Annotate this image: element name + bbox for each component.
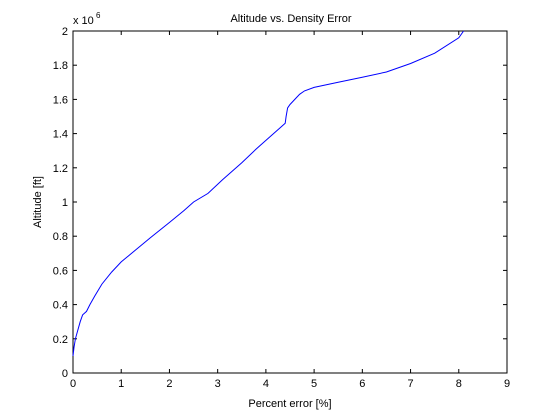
x-tick-label: 1 xyxy=(118,378,124,390)
x-tick-label: 6 xyxy=(359,378,365,390)
y-tick-label: 1.2 xyxy=(53,163,68,175)
x-tick-label: 3 xyxy=(215,378,221,390)
y-axis-exponent-power: 6 xyxy=(96,11,101,20)
y-axis-ticks: 0 0.2 0.4 0.6 0.8 1 1.2 1.4 1.6 1.8 2 xyxy=(53,26,507,380)
y-tick-label: 1.6 xyxy=(53,94,68,106)
x-tick-label: 9 xyxy=(504,378,510,390)
y-tick-label: 1 xyxy=(62,197,68,209)
x-tick-label: 0 xyxy=(70,378,76,390)
y-tick-label: 0.4 xyxy=(53,300,68,312)
x-axis-ticks: 0 1 2 3 4 5 6 7 8 9 xyxy=(70,31,510,390)
y-tick-label: 1.8 xyxy=(53,60,68,72)
x-tick-label: 5 xyxy=(311,378,317,390)
axes-box xyxy=(72,30,508,374)
y-tick-label: 1.4 xyxy=(53,129,68,141)
plot-area: 0 1 2 3 4 5 6 7 8 9 0 0.2 0.4 0.6 0.8 1 1.2 1.4 1.6 1.8 2 xyxy=(53,26,510,390)
x-tick-label: 4 xyxy=(263,378,269,390)
y-tick-label: 0.8 xyxy=(53,231,68,243)
x-tick-label: 7 xyxy=(407,378,413,390)
chart-title: Altitude vs. Density Error xyxy=(230,13,351,25)
y-tick-label: 0.6 xyxy=(53,265,68,277)
y-axis-label: Altitude [ft] xyxy=(32,176,44,228)
y-tick-label: 0 xyxy=(62,368,68,380)
y-tick-label: 2 xyxy=(62,26,68,38)
y-tick-label: 0.2 xyxy=(53,334,68,346)
y-axis-exponent-base: x 10 xyxy=(73,15,94,27)
series-group xyxy=(72,30,465,356)
x-tick-label: 8 xyxy=(456,378,462,390)
x-tick-label: 2 xyxy=(166,378,172,390)
series-line xyxy=(72,30,465,356)
x-axis-label: Percent error [%] xyxy=(248,398,331,410)
